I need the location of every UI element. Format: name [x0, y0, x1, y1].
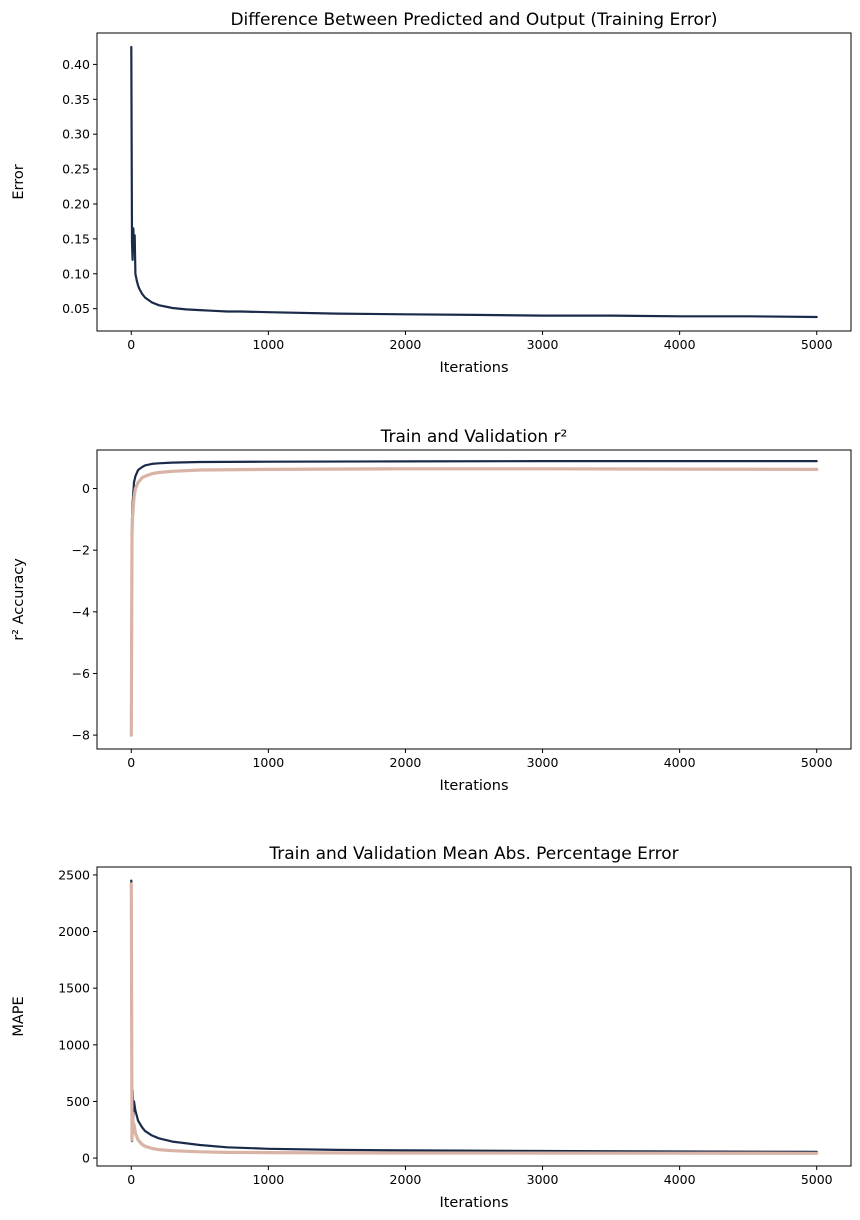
x-tick-label: 1000: [252, 1172, 284, 1187]
series-line-1: [130, 879, 818, 1153]
x-axis-label: Iterations: [439, 360, 508, 376]
x-tick-label: 4000: [664, 337, 696, 352]
y-tick-label: 0.05: [62, 301, 90, 316]
y-tick-label: 0.15: [62, 231, 90, 246]
y-tick-label: 0.25: [62, 162, 90, 177]
x-tick-label: 5000: [801, 1172, 833, 1187]
y-tick-label: 0: [82, 481, 90, 496]
series-line-2: [129, 882, 819, 1155]
y-tick-label: 0.10: [62, 266, 90, 281]
x-tick-label: 4000: [664, 1172, 696, 1187]
chart-1: 0 1000 2000 3000 4000 5000 0.05 0.10 0.15 0.20 0.2…: [11, 10, 852, 376]
plot-frame: [96, 32, 852, 332]
x-tick-label: 3000: [527, 1172, 559, 1187]
y-axis-label: r² Accuracy: [11, 558, 27, 641]
chart-title: Difference Between Predicted and Output …: [230, 10, 717, 30]
y-tick-label: −2: [72, 543, 90, 558]
x-tick-label: 3000: [527, 337, 559, 352]
y-axis-label: MAPE: [11, 996, 27, 1036]
x-tick-label: 4000: [664, 755, 696, 770]
y-tick-label: 0: [82, 1151, 90, 1166]
y-tick-label: −4: [72, 604, 90, 619]
chart-2: 0 1000 2000 3000 4000 5000 0 −2 −4 −6 −8 Train and …: [11, 427, 852, 794]
series-line-2: [129, 467, 819, 737]
y-tick-label: 0.20: [62, 196, 90, 211]
x-tick-label: 0: [127, 1172, 135, 1187]
x-tick-label: 3000: [527, 755, 559, 770]
y-tick-label: 0.30: [62, 127, 90, 142]
y-tick-label: 0.35: [62, 92, 90, 107]
chart-title: Train and Validation Mean Abs. Percentag…: [268, 844, 678, 864]
y-tick-label: −6: [72, 666, 90, 681]
y-tick-label: 1000: [58, 1037, 90, 1052]
y-tick-label: −8: [72, 728, 90, 743]
x-tick-label: 5000: [801, 337, 833, 352]
plot-frame: [96, 449, 852, 750]
y-axis-label: Error: [11, 164, 27, 199]
y-tick-label: 0.40: [62, 57, 90, 72]
y-tick-label: 500: [66, 1094, 90, 1109]
series-line-1: [130, 45, 818, 319]
x-tick-label: 1000: [252, 337, 284, 352]
series-line-1: [130, 460, 818, 703]
x-axis-label: Iterations: [439, 778, 508, 794]
x-tick-label: 0: [127, 337, 135, 352]
x-tick-label: 0: [127, 755, 135, 770]
x-tick-label: 2000: [390, 755, 422, 770]
chart-title: Train and Validation r²: [380, 427, 568, 447]
plot-frame: [96, 866, 852, 1167]
x-tick-label: 2000: [390, 337, 422, 352]
x-tick-label: 2000: [390, 1172, 422, 1187]
y-tick-label: 2500: [58, 867, 90, 882]
x-tick-label: 5000: [801, 755, 833, 770]
y-tick-label: 2000: [58, 924, 90, 939]
y-tick-label: 1500: [58, 981, 90, 996]
x-tick-label: 1000: [252, 755, 284, 770]
x-axis-label: Iterations: [439, 1195, 508, 1211]
chart-3: 0 1000 2000 3000 4000 5000 0 500 1000 1500 2000 250…: [11, 844, 852, 1211]
